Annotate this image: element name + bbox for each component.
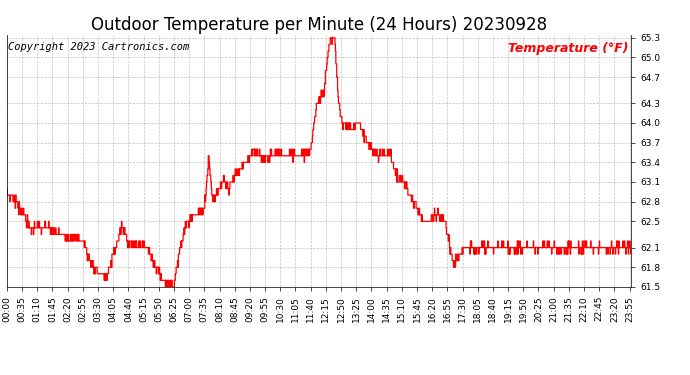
Title: Outdoor Temperature per Minute (24 Hours) 20230928: Outdoor Temperature per Minute (24 Hours… [91,16,547,34]
Text: Copyright 2023 Cartronics.com: Copyright 2023 Cartronics.com [8,42,189,52]
Text: Temperature (°F): Temperature (°F) [508,42,628,55]
